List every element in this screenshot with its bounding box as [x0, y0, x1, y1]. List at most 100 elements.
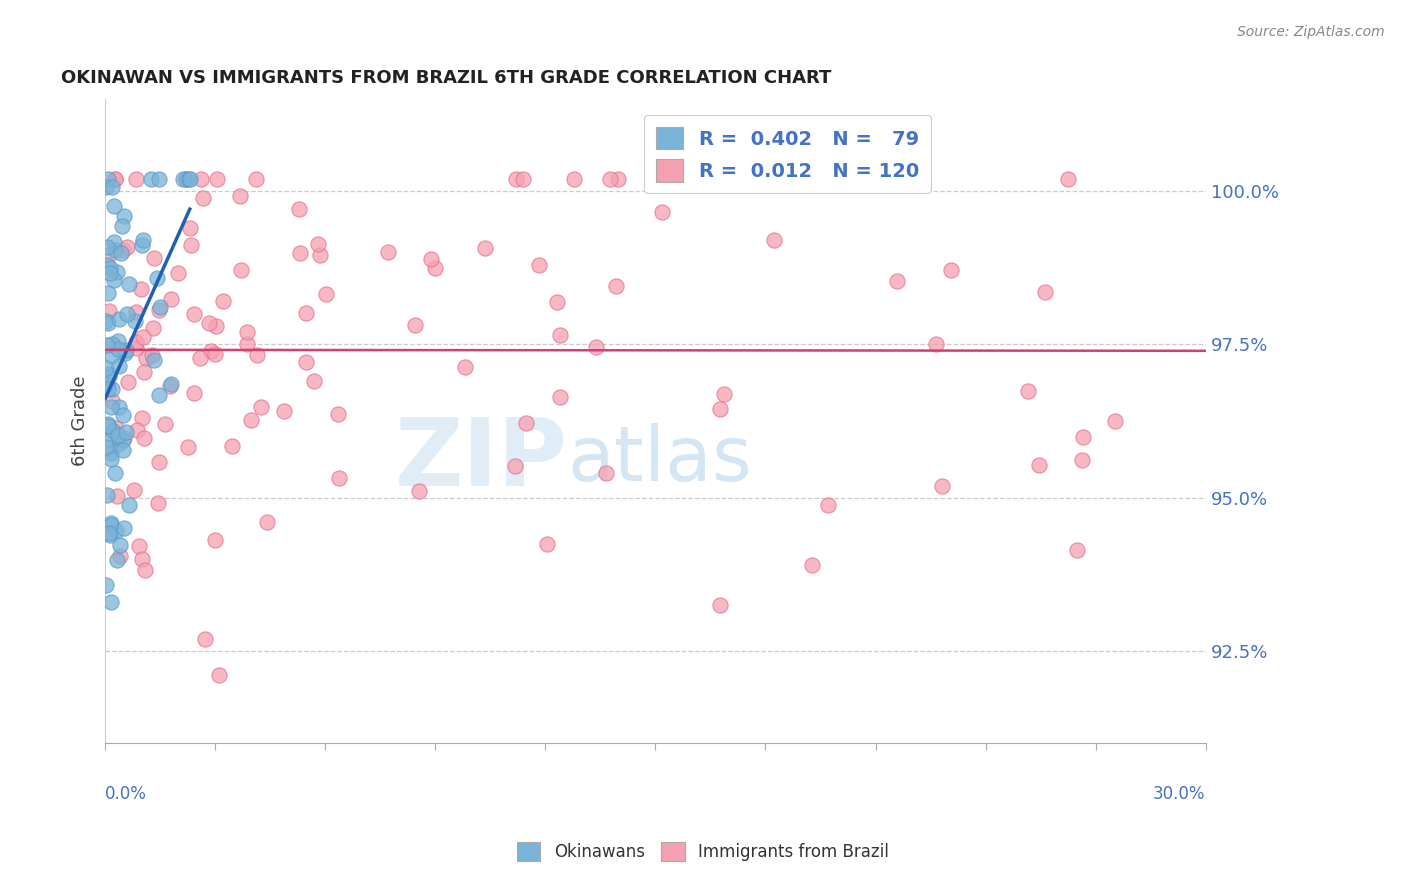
Point: [607, 172, 630, 186]
Point: [101, 425, 124, 439]
Point: [131, 410, 153, 425]
Point: [97, 383, 120, 397]
Point: [100, 400, 122, 414]
Point: [408, 483, 430, 498]
Point: [328, 471, 350, 485]
Point: [114, 343, 136, 358]
Point: [141, 348, 163, 362]
Point: [801, 558, 824, 572]
Point: [419, 252, 441, 266]
Point: [135, 351, 157, 366]
Point: [179, 172, 201, 186]
Point: [1028, 458, 1050, 472]
Point: [104, 172, 127, 186]
Point: [108, 359, 131, 373]
Text: ZIP: ZIP: [395, 414, 568, 506]
Point: [112, 442, 135, 457]
Point: [124, 314, 146, 328]
Point: [1071, 453, 1094, 467]
Point: [404, 318, 426, 332]
Point: [295, 306, 318, 320]
Point: [246, 347, 269, 361]
Point: [546, 294, 568, 309]
Point: [1066, 543, 1088, 558]
Point: [207, 172, 229, 186]
Point: [101, 382, 124, 396]
Point: [889, 172, 911, 186]
Legend: R =  0.402   N =   79, R =  0.012   N = 120: R = 0.402 N = 79, R = 0.012 N = 120: [644, 115, 931, 194]
Point: [98, 260, 121, 275]
Point: [110, 246, 132, 260]
Text: OKINAWAN VS IMMIGRANTS FROM BRAZIL 6TH GRADE CORRELATION CHART: OKINAWAN VS IMMIGRANTS FROM BRAZIL 6TH G…: [62, 69, 831, 87]
Point: [159, 377, 181, 392]
Point: [709, 598, 731, 612]
Point: [108, 431, 131, 445]
Point: [273, 404, 295, 418]
Point: [98, 432, 121, 446]
Point: [122, 483, 145, 497]
Point: [167, 266, 190, 280]
Point: [94, 441, 117, 455]
Point: [96, 488, 118, 502]
Point: [651, 205, 673, 219]
Point: [108, 400, 131, 414]
Point: [112, 431, 135, 445]
Point: [886, 274, 908, 288]
Point: [177, 172, 200, 186]
Point: [180, 237, 202, 252]
Point: [105, 421, 128, 435]
Point: [643, 172, 665, 186]
Point: [585, 340, 607, 354]
Point: [111, 433, 134, 447]
Point: [118, 498, 141, 512]
Point: [107, 334, 129, 348]
Point: [96, 377, 118, 392]
Point: [505, 172, 527, 186]
Point: [101, 179, 124, 194]
Point: [97, 248, 120, 262]
Point: [97, 285, 120, 300]
Point: [183, 386, 205, 401]
Point: [146, 271, 169, 285]
Point: [1035, 285, 1057, 300]
Point: [105, 524, 128, 538]
Point: [98, 528, 121, 542]
Point: [108, 312, 131, 326]
Point: [94, 360, 117, 375]
Point: [132, 329, 155, 343]
Point: [141, 172, 163, 186]
Point: [110, 538, 132, 552]
Point: [188, 351, 211, 366]
Point: [96, 240, 118, 254]
Point: [97, 418, 120, 433]
Point: [104, 244, 127, 258]
Point: [97, 172, 120, 186]
Point: [148, 496, 170, 510]
Point: [302, 374, 325, 388]
Point: [97, 304, 120, 318]
Point: [176, 172, 198, 186]
Point: [1017, 384, 1039, 399]
Point: [115, 240, 138, 254]
Point: [143, 251, 166, 265]
Point: [108, 549, 131, 563]
Point: [512, 172, 534, 186]
Point: [117, 376, 139, 390]
Point: [204, 533, 226, 548]
Point: [564, 172, 586, 186]
Point: [98, 267, 121, 281]
Point: [148, 303, 170, 318]
Point: [101, 349, 124, 363]
Point: [200, 343, 222, 358]
Point: [245, 172, 267, 186]
Point: [229, 188, 252, 202]
Point: [105, 553, 128, 567]
Point: [515, 417, 537, 431]
Point: [924, 337, 946, 351]
Point: [250, 400, 273, 414]
Point: [107, 437, 129, 451]
Point: [605, 279, 627, 293]
Point: [931, 479, 953, 493]
Point: [1057, 172, 1080, 186]
Point: [818, 172, 841, 186]
